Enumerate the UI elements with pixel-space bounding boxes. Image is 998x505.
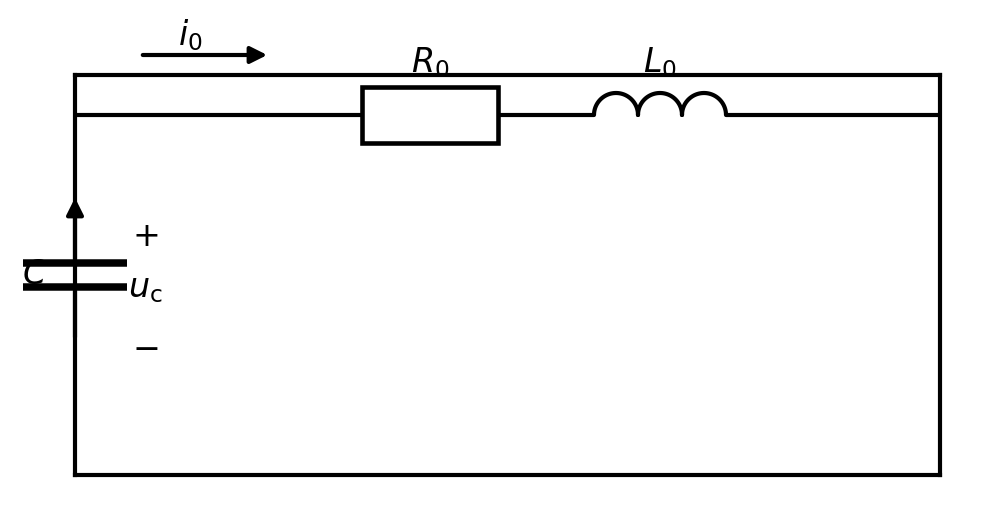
Text: $L_0$: $L_0$ bbox=[643, 45, 677, 80]
Text: $u_\mathrm{c}$: $u_\mathrm{c}$ bbox=[128, 273, 163, 305]
Text: $+$: $+$ bbox=[132, 221, 159, 254]
Text: $R_0$: $R_0$ bbox=[411, 45, 449, 80]
Text: $i_0$: $i_0$ bbox=[178, 17, 203, 53]
Text: $-$: $-$ bbox=[132, 330, 159, 364]
Text: $C$: $C$ bbox=[22, 259, 48, 291]
Bar bbox=[362, 87, 498, 143]
